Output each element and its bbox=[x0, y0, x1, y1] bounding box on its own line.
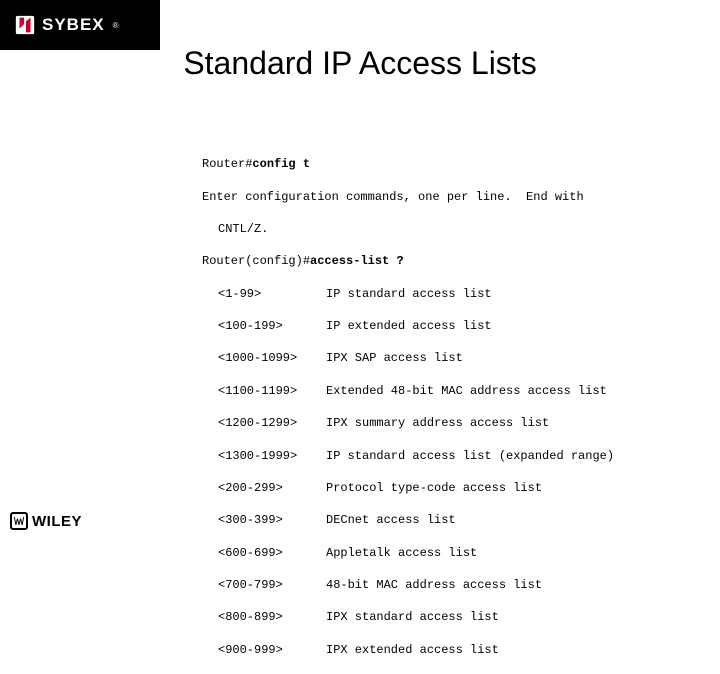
terminal-line: CNTL/Z. bbox=[202, 221, 614, 237]
sybex-logo-text: SYBEX bbox=[42, 15, 105, 35]
acl-help-row: <1000-1099>IPX SAP access list bbox=[202, 350, 614, 366]
acl-desc: IP standard access list (expanded range) bbox=[326, 449, 614, 463]
acl-range: <1300-1999> bbox=[218, 448, 326, 464]
prompt: Router# bbox=[202, 157, 252, 171]
acl-desc: Protocol type-code access list bbox=[326, 481, 542, 495]
acl-desc: IP extended access list bbox=[326, 319, 492, 333]
acl-help-row: <1100-1199>Extended 48-bit MAC address a… bbox=[202, 383, 614, 399]
acl-help-row: <800-899>IPX standard access list bbox=[202, 609, 614, 625]
acl-help-row: <100-199>IP extended access list bbox=[202, 318, 614, 334]
acl-desc: IPX extended access list bbox=[326, 643, 499, 657]
terminal-output: Router#config t Enter configuration comm… bbox=[202, 140, 614, 674]
command: config t bbox=[252, 157, 310, 171]
prompt: Router(config)# bbox=[202, 254, 310, 268]
acl-desc: IPX summary address access list bbox=[326, 416, 549, 430]
acl-help-row: <1300-1999>IP standard access list (expa… bbox=[202, 448, 614, 464]
acl-help-row: <300-399>DECnet access list bbox=[202, 512, 614, 528]
acl-desc: IP standard access list bbox=[326, 287, 492, 301]
terminal-line: Enter configuration commands, one per li… bbox=[202, 189, 614, 205]
acl-range: <1200-1299> bbox=[218, 415, 326, 431]
acl-range: <700-799> bbox=[218, 577, 326, 593]
acl-desc: IPX standard access list bbox=[326, 610, 499, 624]
acl-range: <800-899> bbox=[218, 609, 326, 625]
acl-desc: DECnet access list bbox=[326, 513, 456, 527]
acl-range: <200-299> bbox=[218, 480, 326, 496]
header-brand-bar: SYBEX ® bbox=[0, 0, 160, 50]
acl-range: <1-99> bbox=[218, 286, 326, 302]
acl-range: <100-199> bbox=[218, 318, 326, 334]
terminal-line: Router(config)#access-list ? bbox=[202, 253, 614, 269]
acl-help-row: <1-99>IP standard access list bbox=[202, 286, 614, 302]
sybex-logo-icon bbox=[14, 14, 36, 36]
acl-range: <900-999> bbox=[218, 642, 326, 658]
acl-help-row: <900-999>IPX extended access list bbox=[202, 642, 614, 658]
terminal-line: Router#config t bbox=[202, 156, 614, 172]
registered-mark-icon: ® bbox=[113, 21, 119, 30]
acl-desc: Appletalk access list bbox=[326, 546, 477, 560]
footer-brand: WILEY bbox=[10, 512, 82, 530]
slide-title: Standard IP Access Lists bbox=[0, 45, 720, 82]
acl-desc: Extended 48-bit MAC address access list bbox=[326, 384, 607, 398]
sybex-logo: SYBEX ® bbox=[14, 14, 119, 36]
wiley-logo-icon bbox=[10, 512, 28, 530]
wiley-logo-text: WILEY bbox=[32, 513, 82, 530]
acl-desc: 48-bit MAC address access list bbox=[326, 578, 542, 592]
acl-range: <300-399> bbox=[218, 512, 326, 528]
acl-range: <600-699> bbox=[218, 545, 326, 561]
acl-help-row: <1200-1299>IPX summary address access li… bbox=[202, 415, 614, 431]
command: access-list ? bbox=[310, 254, 404, 268]
acl-help-row: <700-799>48-bit MAC address access list bbox=[202, 577, 614, 593]
acl-help-row: <200-299>Protocol type-code access list bbox=[202, 480, 614, 496]
acl-range: <1100-1199> bbox=[218, 383, 326, 399]
acl-desc: IPX SAP access list bbox=[326, 351, 463, 365]
acl-range: <1000-1099> bbox=[218, 350, 326, 366]
acl-help-row: <600-699>Appletalk access list bbox=[202, 545, 614, 561]
